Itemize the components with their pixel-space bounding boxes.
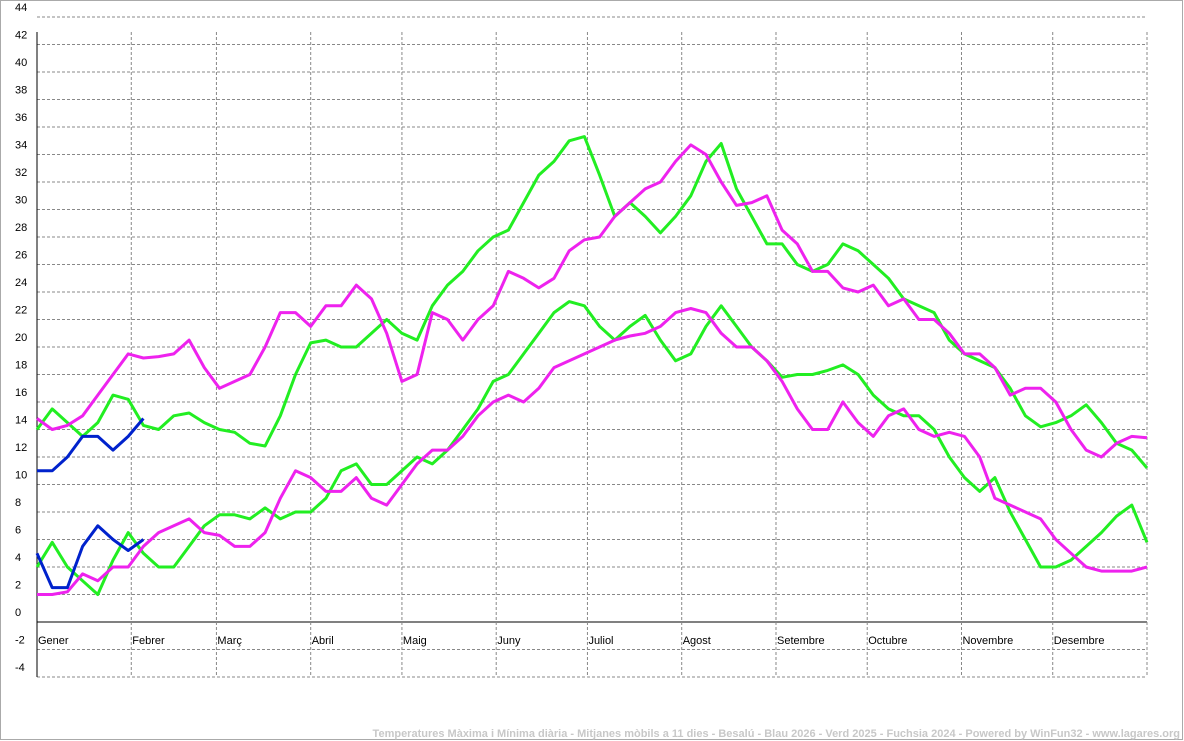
y-tick-label: 4 (15, 552, 21, 564)
x-tick-label: Juliol (588, 635, 613, 647)
y-tick-label: 2 (15, 580, 21, 592)
y-tick-label: 20 (15, 332, 27, 344)
y-tick-label: -2 (15, 635, 25, 647)
y-tick-label: 26 (15, 250, 27, 262)
y-tick-label: 16 (15, 387, 27, 399)
x-tick-label: Febrer (132, 635, 165, 647)
x-tick-label: Desembre (1054, 635, 1105, 647)
y-tick-label: 24 (15, 277, 27, 289)
x-tick-label: Gener (38, 635, 69, 647)
y-tick-label: 44 (15, 2, 27, 14)
y-tick-label: 6 (15, 525, 21, 537)
y-tick-label: 8 (15, 497, 21, 509)
series-line (35, 300, 1149, 596)
x-tick-label: Juny (497, 635, 521, 647)
y-tick-label: 14 (15, 415, 27, 427)
y-tick-label: 18 (15, 360, 27, 372)
series-line (36, 143, 1148, 459)
x-tick-label: Agost (683, 635, 711, 647)
x-tick-label: Octubre (868, 635, 907, 647)
x-tick-label: Setembre (777, 635, 825, 647)
y-tick-label: 28 (15, 222, 27, 234)
y-tick-label: 30 (15, 195, 27, 207)
y-tick-label: 12 (15, 442, 27, 454)
y-tick-label: 36 (15, 112, 27, 124)
y-tick-label: 10 (15, 470, 27, 482)
x-tick-label: Abril (312, 635, 334, 647)
x-tick-label: Març (217, 635, 242, 647)
y-tick-label: 32 (15, 167, 27, 179)
y-tick-label: 42 (15, 30, 27, 42)
series-line (35, 524, 145, 590)
y-tick-label: 0 (15, 607, 21, 619)
y-tick-label: -4 (15, 662, 25, 674)
y-tick-label: 22 (15, 305, 27, 317)
x-tick-label: Novembre (962, 635, 1013, 647)
series-line (37, 307, 1148, 596)
series-line (37, 417, 145, 473)
chart-caption: Temperatures Màxima i Mínima diària - Mi… (373, 728, 1180, 740)
y-tick-label: 34 (15, 140, 27, 152)
x-tick-label: Maig (403, 635, 427, 647)
y-tick-label: 40 (15, 57, 27, 69)
y-tick-label: 38 (15, 85, 27, 97)
